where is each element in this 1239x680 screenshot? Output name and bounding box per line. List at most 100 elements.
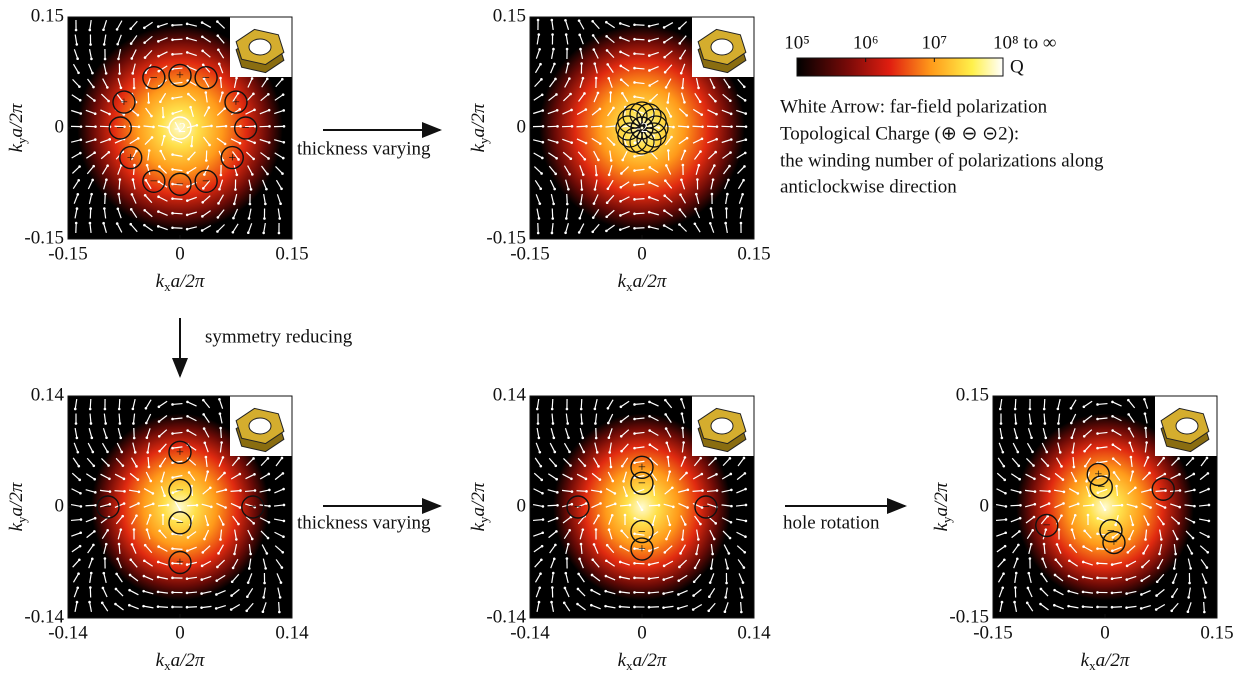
polarization-arrow-head <box>649 443 652 446</box>
polarization-arrow-head <box>282 157 285 160</box>
polarization-arrow-head <box>542 125 545 128</box>
polarization-arrow-head <box>662 578 665 581</box>
polarization-arrow-head <box>726 567 729 570</box>
y-tick-label: 0 <box>517 495 527 516</box>
polarization-arrow-head <box>552 48 555 51</box>
polarization-arrow-head <box>158 180 161 183</box>
polarization-arrow-head <box>663 209 666 212</box>
polarization-arrow-head <box>1054 558 1057 561</box>
polarization-arrow-head <box>669 524 672 527</box>
polarization-arrow-head <box>551 408 554 411</box>
polarization-arrow-head <box>716 125 719 128</box>
polarization-arrow-head <box>104 557 107 560</box>
polarization-arrow-head <box>619 36 622 39</box>
polarization-arrow-head <box>662 606 665 609</box>
charge-label: − <box>574 500 582 515</box>
polarization-arrow-head <box>672 506 675 509</box>
polarization-arrow-head <box>135 514 138 517</box>
polarization-arrow-head <box>699 523 702 526</box>
polarization-arrow-head <box>148 149 151 152</box>
polarization-arrow-head <box>1071 528 1074 531</box>
polarization-arrow-head <box>250 188 253 191</box>
axis-label-part: a/2π <box>171 650 205 671</box>
polarization-arrow-head <box>75 222 78 225</box>
polarization-arrow-head <box>1077 492 1080 495</box>
polarization-arrow-head <box>263 217 266 220</box>
polarization-arrow-head <box>1085 480 1088 483</box>
polarization-arrow-head <box>118 543 121 546</box>
polarization-arrow-head <box>619 22 622 25</box>
polarization-arrow-head <box>117 193 120 196</box>
polarization-arrow-head <box>1014 408 1017 411</box>
polarization-arrow-head <box>743 566 746 569</box>
polarization-arrow-head <box>680 398 683 401</box>
polarization-arrow-head <box>569 464 572 467</box>
polarization-arrow-head <box>239 142 242 145</box>
polarization-arrow-head <box>158 435 161 438</box>
polarization-arrow-head <box>106 164 109 167</box>
polarization-arrow <box>610 457 611 467</box>
polarization-arrow-head <box>93 478 96 481</box>
polarization-arrow-head <box>744 99 747 102</box>
polarization-arrow-head <box>600 491 603 494</box>
polarization-arrow-head <box>541 545 544 548</box>
polarization-arrow-head <box>187 158 190 161</box>
polarization-arrow-head <box>230 594 233 597</box>
polarization-arrow-head <box>671 486 674 489</box>
polarization-arrow-head <box>724 596 727 599</box>
polarization-arrow-head <box>648 211 651 214</box>
polarization-arrow-head <box>234 188 237 191</box>
polarization-arrow-head <box>607 187 610 190</box>
polarization-arrow-head <box>684 523 687 526</box>
charge-label: − <box>242 121 250 136</box>
polarization-arrow-head <box>604 605 607 608</box>
polarization-arrow-head <box>599 108 602 111</box>
polarization-arrow-head <box>1164 473 1167 476</box>
polarization-arrow-head <box>143 41 146 44</box>
polarization-arrow-head <box>1192 537 1195 540</box>
y-tick-label: -0.15 <box>24 227 64 248</box>
polarization-arrow-head <box>280 581 283 584</box>
polarization-arrow-head <box>76 587 79 590</box>
charge-label: + <box>638 461 646 476</box>
legend-text: anticlockwise direction <box>780 176 957 197</box>
polarization-arrow-head <box>668 470 671 473</box>
polarization-arrow-head <box>171 53 174 56</box>
polarization-arrow-head <box>1178 506 1181 509</box>
polarization-arrow-head <box>89 586 92 589</box>
polarization-arrow-head <box>91 437 94 440</box>
polarization-arrow-head <box>237 523 240 526</box>
polarization-arrow-head <box>217 202 220 205</box>
axis-label-part: a/2π <box>6 482 27 516</box>
charge-label: − <box>150 174 158 189</box>
polarization-arrow-head <box>201 21 204 24</box>
polarization-arrow-head <box>556 504 559 507</box>
polarization-arrow-head <box>606 544 609 547</box>
polarization-arrow-head <box>147 101 150 104</box>
polarization-arrow-head <box>541 492 544 495</box>
transition-label: symmetry reducing <box>205 326 353 347</box>
polarization-arrow-head <box>633 432 636 435</box>
polarization-arrow-head <box>648 226 651 229</box>
polarization-arrow <box>1040 491 1050 492</box>
polarization-arrow-head <box>580 62 583 65</box>
polarization-arrow-head <box>106 86 109 89</box>
polarization-arrow-head <box>539 451 542 454</box>
polarization-arrow-head <box>1059 451 1062 454</box>
polarization-arrow-head <box>633 606 636 609</box>
polarization-arrow-head <box>217 552 220 555</box>
polarization-arrow-head <box>591 20 594 23</box>
polarization-arrow-head <box>1192 457 1195 460</box>
axis-label: kya/2π <box>6 482 29 531</box>
polarization-arrow-head <box>196 504 199 507</box>
polarization-arrow-head <box>1126 565 1129 568</box>
polarization-arrow-head <box>138 126 141 129</box>
polarization-arrow <box>173 54 183 55</box>
polarization-arrow-head <box>1144 412 1147 415</box>
polarization-arrow-head <box>171 112 174 115</box>
polarization-arrow-head <box>157 605 160 608</box>
polarization-arrow-head <box>595 528 598 531</box>
polarization-arrow-head <box>205 159 208 162</box>
polarization-arrow-head <box>280 188 283 191</box>
polarization-arrow-head <box>744 488 747 491</box>
